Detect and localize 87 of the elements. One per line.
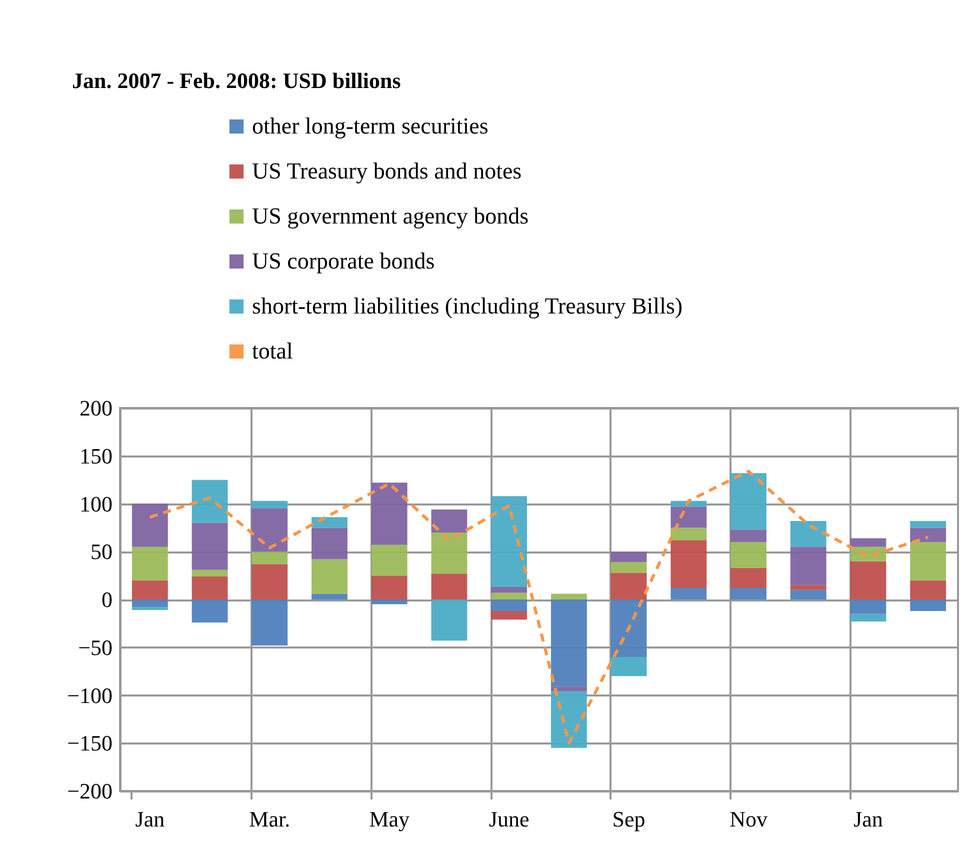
bar <box>431 600 468 641</box>
bar <box>910 600 946 611</box>
bar <box>491 587 528 593</box>
bar <box>910 520 946 528</box>
bar <box>550 686 587 692</box>
bar <box>491 600 528 611</box>
bar <box>491 496 528 588</box>
bar <box>252 508 288 552</box>
bar <box>730 542 766 568</box>
y-tick-label: −200 <box>67 778 112 804</box>
bar <box>790 520 826 547</box>
bar <box>252 500 288 509</box>
bar <box>550 691 587 748</box>
bar <box>730 473 766 530</box>
y-tick-label: 0 <box>102 587 112 612</box>
x-tick-label: Nov <box>730 806 768 832</box>
legend-label: US Treasury bonds and notes <box>252 158 522 184</box>
legend-label: short-term liabilities (including Treasury Bills) <box>252 294 683 318</box>
y-tick-label: 50 <box>90 539 112 564</box>
legend-label: US government agency bonds <box>252 204 529 228</box>
x-tick-label: June <box>488 806 530 832</box>
bar <box>670 540 707 588</box>
bar <box>192 576 228 600</box>
bar <box>670 528 707 540</box>
bar <box>252 600 288 646</box>
bar <box>132 546 168 580</box>
bar <box>610 572 647 600</box>
x-tick-label: Mar. <box>249 806 290 832</box>
bar <box>910 580 946 600</box>
bar <box>790 590 826 600</box>
bar <box>132 504 168 547</box>
y-tick-label: −50 <box>78 634 112 660</box>
bar <box>850 600 886 614</box>
bar <box>610 552 647 562</box>
bar <box>790 585 826 590</box>
x-tick-label: Sep <box>612 806 646 832</box>
bar <box>312 528 348 560</box>
bar <box>192 522 228 570</box>
bar <box>730 530 766 542</box>
bar <box>491 592 528 600</box>
x-tick-label: Jan <box>854 806 883 832</box>
y-tick-label: 150 <box>80 443 112 468</box>
bar <box>550 600 587 687</box>
bar <box>371 600 408 604</box>
bar <box>910 542 946 580</box>
bar <box>192 600 228 622</box>
y-tick-label: 100 <box>80 491 112 516</box>
y-tick-label: −100 <box>67 682 112 708</box>
bar <box>670 506 707 528</box>
bar <box>730 568 766 588</box>
bar <box>371 576 408 600</box>
bar <box>312 559 348 594</box>
bar <box>431 574 468 600</box>
bar <box>910 528 946 542</box>
bar <box>252 552 288 564</box>
bar <box>550 594 587 600</box>
bar <box>610 562 647 573</box>
y-tick-label: 200 <box>80 396 112 420</box>
bar <box>670 588 707 600</box>
bar <box>132 607 168 610</box>
bar <box>610 656 647 676</box>
bar <box>491 610 528 620</box>
bar <box>192 570 228 577</box>
bar <box>132 600 168 608</box>
bar <box>790 546 826 586</box>
bar <box>192 480 228 523</box>
bar <box>730 588 766 600</box>
bar <box>431 532 468 574</box>
bar <box>312 517 348 528</box>
line-series <box>148 470 930 745</box>
legend-label: US corporate bonds <box>252 248 435 274</box>
legend-label: total <box>252 338 293 364</box>
x-tick-label: Jan <box>135 806 165 832</box>
x-tick-label: May <box>369 806 410 832</box>
bar <box>610 600 647 657</box>
chart-title: Jan. 2007 - Feb. 2008: USD billions <box>72 68 402 93</box>
legend-label: other long-term securities <box>252 114 488 138</box>
bar <box>850 561 886 600</box>
bar <box>252 564 288 600</box>
bar <box>371 544 408 576</box>
bar <box>371 482 408 545</box>
y-tick-label: −150 <box>67 730 112 756</box>
bar <box>132 580 168 600</box>
bar <box>850 538 886 547</box>
bar <box>312 594 348 600</box>
bar <box>431 509 468 532</box>
bar <box>850 614 886 622</box>
